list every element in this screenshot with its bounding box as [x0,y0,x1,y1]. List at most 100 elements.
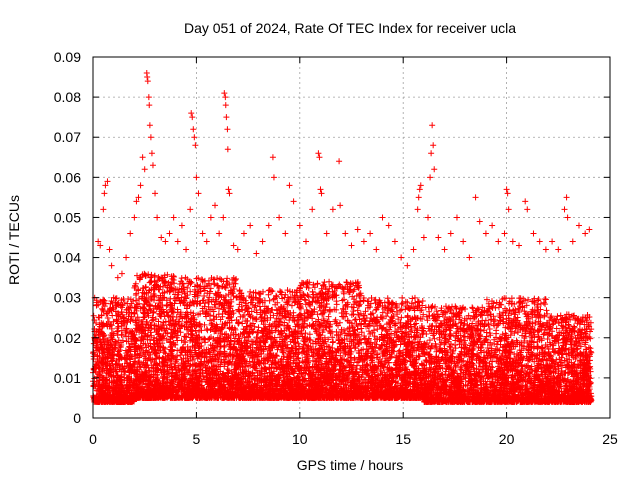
data-point [104,339,111,346]
data-point [98,328,105,335]
data-point [128,363,135,370]
data-point [104,310,111,317]
data-point [125,338,132,345]
data-point [165,318,172,325]
data-point [108,379,115,386]
data-point [118,342,125,349]
data-point [134,272,141,279]
data-point [105,370,112,377]
data-point [108,325,115,332]
data-point [101,351,108,358]
data-point [108,352,115,359]
data-point [135,287,142,294]
data-point [96,365,103,372]
data-point [128,313,135,320]
data-point [120,368,127,375]
data-point [120,295,127,302]
data-point [97,337,104,344]
data-point [117,303,124,310]
data-point [116,361,123,368]
data-point [112,340,119,347]
data-point [107,306,114,313]
data-point [98,323,105,330]
data-point [101,297,108,304]
data-point [125,383,132,390]
data-point [113,312,120,319]
data-point [110,398,117,405]
data-point [97,298,104,305]
data-point [155,318,162,325]
data-point [119,311,126,318]
data-point [116,398,123,405]
data-point [103,398,110,405]
data-point [123,382,130,389]
data-point [118,374,125,381]
data-point [124,317,131,324]
data-point [107,342,114,349]
data-points [90,70,595,405]
data-point [91,325,98,332]
data-point [99,306,106,313]
data-point [108,332,115,339]
data-point [104,323,111,330]
data-point [104,314,111,321]
data-point [118,318,125,325]
data-point [117,381,124,388]
data-point [104,349,111,356]
data-point [100,308,107,315]
data-point [98,395,105,402]
data-point [112,339,119,346]
data-point [157,301,164,308]
data-point [92,331,99,338]
data-point [123,333,130,340]
data-point [98,381,105,388]
data-point [107,362,114,369]
data-point [105,358,112,365]
data-point [100,336,107,343]
data-point [104,365,111,372]
data-point [115,348,122,355]
data-point [128,300,135,307]
data-point [169,275,176,282]
data-point [159,283,166,290]
data-point [130,297,137,304]
chart-title: Day 051 of 2024, Rate Of TEC Index for r… [184,20,516,36]
data-point [94,338,101,345]
data-point [93,358,100,365]
data-point [142,341,149,348]
data-point [122,355,129,362]
data-point [118,354,125,361]
data-point [114,372,121,379]
data-point [90,312,97,319]
data-point [108,297,115,304]
data-point [161,279,168,286]
data-point [102,378,109,385]
data-point [100,356,107,363]
data-point [123,360,130,367]
data-point [131,331,138,338]
data-point [114,328,121,335]
data-point [93,297,100,304]
data-point [91,375,98,382]
data-point [117,392,124,399]
data-point [116,366,123,373]
data-point [96,374,103,381]
data-point [134,322,141,329]
data-point [113,388,120,395]
data-point [121,300,128,307]
data-point [126,387,133,394]
data-point [128,396,135,403]
data-point [119,337,126,344]
data-point [109,300,116,307]
data-point [102,300,109,307]
data-point [140,285,147,292]
data-point [170,379,177,386]
data-point [97,394,104,401]
data-point [112,308,119,315]
data-point [114,395,121,402]
data-point [128,330,135,337]
data-point [113,380,120,387]
data-point [145,312,152,319]
data-point [100,361,107,368]
